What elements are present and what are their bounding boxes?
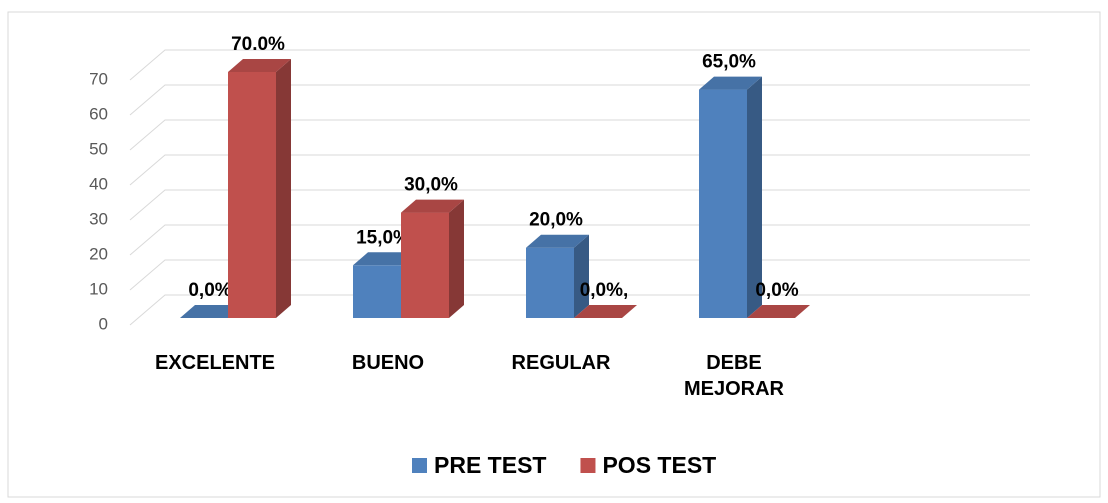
data-label: 15,0% bbox=[356, 227, 410, 248]
legend-swatch bbox=[580, 458, 596, 473]
bar-top bbox=[526, 234, 589, 248]
bar bbox=[353, 265, 401, 318]
bar bbox=[526, 247, 574, 318]
x-tick-label: BUENO bbox=[351, 352, 425, 374]
bar bbox=[699, 89, 747, 318]
bar-top bbox=[699, 76, 762, 90]
bar-top bbox=[228, 59, 291, 72]
legend-swatch bbox=[412, 458, 427, 473]
y-tick-label: 40 bbox=[89, 174, 108, 193]
x-tick-label: REGULAR bbox=[511, 352, 611, 374]
y-tick-label: 70 bbox=[89, 69, 108, 88]
grid-line bbox=[129, 49, 1030, 81]
x-tick-label: EXCELENTE bbox=[154, 352, 276, 374]
y-tick-label: 20 bbox=[89, 244, 108, 263]
bar-side bbox=[449, 199, 464, 318]
y-tick-label: 30 bbox=[89, 209, 108, 228]
data-label: 30,0% bbox=[404, 175, 458, 196]
data-label: 0,0%, bbox=[580, 280, 629, 301]
bar-side bbox=[747, 76, 762, 318]
data-label: 0,0% bbox=[755, 280, 798, 301]
bar bbox=[228, 72, 276, 318]
y-tick-label: 10 bbox=[89, 279, 108, 298]
bar-side bbox=[276, 59, 291, 318]
bar-top bbox=[401, 199, 464, 213]
bar-top bbox=[353, 252, 416, 266]
bar bbox=[401, 212, 449, 318]
data-label: 20,0% bbox=[529, 210, 583, 231]
data-label: 70.0% bbox=[231, 34, 285, 55]
legend-label: POS TEST bbox=[602, 452, 716, 478]
y-tick-label: 60 bbox=[89, 104, 108, 123]
legend-label: PRE TEST bbox=[434, 452, 546, 478]
bar-top bbox=[574, 305, 637, 318]
data-label: 65,0% bbox=[702, 52, 756, 73]
y-tick-label: 50 bbox=[89, 139, 108, 158]
data-label: 0,0% bbox=[188, 280, 231, 301]
bar-side bbox=[574, 234, 589, 318]
bar-top bbox=[747, 305, 810, 318]
x-tick-label: DEBE MEJORAR bbox=[683, 352, 784, 400]
bar-top bbox=[180, 305, 243, 318]
y-tick-label: 0 bbox=[99, 314, 108, 333]
